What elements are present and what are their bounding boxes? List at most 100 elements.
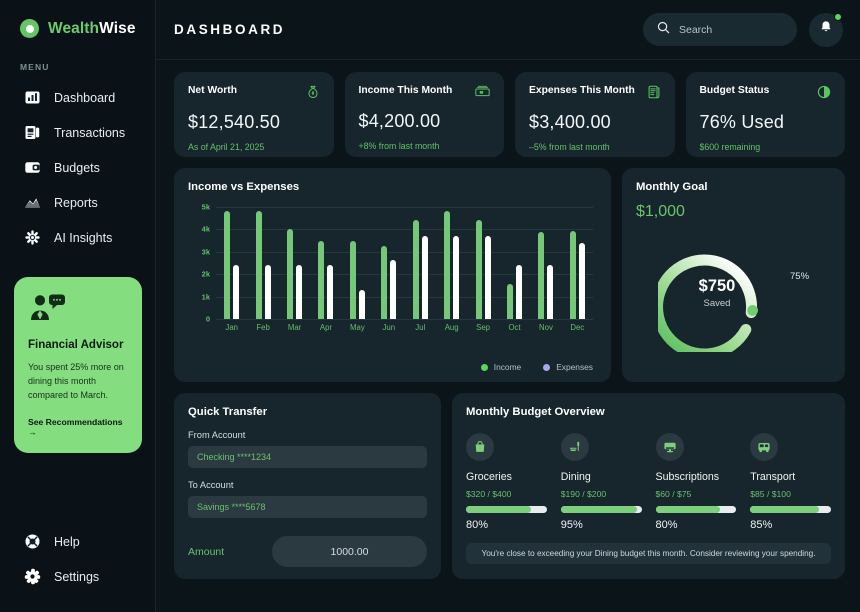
sidebar-item-label: Dashboard (54, 90, 116, 105)
goal-progress-wrapper: $750 Saved 75% (636, 227, 831, 360)
budget-item-percent: 80% (655, 519, 678, 531)
chart-bar (547, 265, 554, 319)
stat-value: 76% Used (699, 112, 785, 132)
bus-icon (750, 433, 779, 461)
chart-bar (453, 236, 460, 319)
bottom-row: Quick Transfer From Account Checking ***… (174, 393, 845, 579)
chart-x-tick: May (350, 323, 365, 332)
chart-bar (296, 265, 303, 319)
budget-item-percent: 85% (750, 519, 773, 531)
stat-cards: Net Worth $12,540.50 As of April 21, 202… (174, 72, 845, 157)
chart-x-tick: Sep (476, 323, 491, 332)
chart-bar-group (279, 207, 310, 319)
sidebar-item-budgets[interactable]: Budgets (0, 150, 155, 185)
budget-item-transport: Transport $85 / $100 85% (750, 433, 831, 531)
sidebar-item-reports[interactable]: Reports (0, 185, 155, 220)
chart-x-tick: Jun (382, 323, 396, 332)
budget-item-progress-fill (560, 506, 638, 513)
advisor-body: You spent 25% more on dining this month … (28, 362, 124, 400)
search-input[interactable] (679, 23, 783, 36)
brand-logo[interactable]: WealthWise (0, 0, 155, 38)
amount-input[interactable]: 1000.00 (272, 536, 427, 567)
amount-row: Amount 1000.00 (188, 536, 427, 567)
chart-bar (358, 289, 365, 319)
legend-color-swatch (543, 363, 551, 371)
stat-value: $4,200.00 (358, 111, 441, 131)
chart-bar (569, 230, 576, 319)
stat-title: Expenses This Month (529, 85, 635, 96)
chart-plot: 0 1k 2k 3k 4k 5k Jan Feb Mar Apr May Jun Jul Aug Sep O… (188, 203, 597, 347)
stat-card-income: Income This Month $4,200.00 +8% from las… (344, 72, 504, 157)
main-area: DASHBOARD (156, 0, 860, 612)
chart-bar (507, 284, 513, 319)
chart-gridline (216, 296, 593, 298)
budget-item-amount: $60 / $75 (655, 489, 692, 499)
chart-bar (412, 220, 419, 319)
dashboard-content: Net Worth $12,540.50 As of April 21, 202… (156, 60, 860, 579)
chart-bar (318, 240, 325, 319)
chart-bar-group (436, 207, 467, 319)
sidebar-item-label: Settings (54, 569, 100, 584)
sidebar-bottom-nav: Help Settings (0, 524, 155, 612)
shopping-bag-icon (466, 433, 494, 461)
chart-bar-group (342, 207, 373, 319)
receipt-icon (24, 124, 41, 141)
sidebar-item-label: Reports (54, 195, 98, 210)
chart-y-tick: 0 (205, 314, 210, 324)
chart-bar (255, 211, 262, 319)
sidebar-item-dashboard[interactable]: Dashboard (0, 80, 155, 115)
budget-item-progress-track (750, 506, 831, 513)
chart-y-tick: 4k (201, 224, 210, 234)
chart-bar-group (405, 207, 436, 319)
notification-badge (834, 12, 842, 21)
budget-item-amount: $85 / $100 (750, 489, 791, 499)
brand-name: WealthWise (48, 20, 136, 38)
goal-saved-label: Saved (703, 298, 731, 309)
sidebar-item-ai-insights[interactable]: AI Insights (0, 220, 155, 255)
chart-bar (381, 246, 388, 319)
topbar: DASHBOARD (156, 0, 860, 60)
chart-bar-group (216, 207, 247, 319)
stat-subtext: $600 remaining (699, 142, 761, 152)
financial-advisor-card[interactable]: Financial Advisor You spent 25% more on … (14, 277, 142, 453)
dining-icon (560, 433, 589, 461)
to-account-select[interactable]: Savings ****5678 (188, 496, 427, 518)
search-box[interactable] (643, 13, 797, 46)
stat-title: Income This Month (358, 85, 453, 96)
chart-x-axis: Jan Feb Mar Apr May Jun Jul Aug Sep Oct Nov Dec (216, 323, 593, 332)
legend-color-swatch (480, 363, 488, 371)
help-icon (24, 533, 41, 550)
ai-sparkle-icon (24, 229, 41, 246)
sidebar-item-help[interactable]: Help (0, 524, 155, 559)
chart-bar (287, 229, 294, 319)
chart-bar-group (562, 207, 593, 319)
chart-bar (233, 265, 240, 319)
advisor-chat-icon (28, 293, 128, 328)
stat-title: Net Worth (188, 85, 238, 96)
budget-item-name: Dining (560, 471, 591, 483)
sidebar-item-transactions[interactable]: Transactions (0, 115, 155, 150)
sidebar-item-settings[interactable]: Settings (0, 559, 155, 594)
area-chart-icon (24, 194, 41, 211)
chart-bar-group (467, 207, 498, 319)
sidebar-nav: Dashboard Transactions Budgets Reports (0, 80, 155, 255)
chart-x-tick: Jul (415, 323, 426, 332)
chart-x-tick: Dec (570, 323, 585, 332)
bar-chart-icon (24, 89, 41, 106)
chart-bar-group (373, 207, 404, 319)
from-account-label: From Account (188, 430, 246, 440)
sidebar: WealthWise MENU Dashboard Transactions (0, 0, 156, 612)
chart-legend-item: Income (480, 362, 521, 372)
see-recommendations-link[interactable]: See Recommendations → (28, 416, 123, 437)
chart-bar (578, 242, 585, 319)
budget-item-dining: Dining $190 / $200 95% (560, 433, 642, 531)
monthly-budget-overview-card: Monthly Budget Overview Groceries $320 /… (452, 393, 845, 579)
from-account-select[interactable]: Checking ****1234 (188, 446, 427, 468)
chart-title: Income vs Expenses (188, 181, 300, 193)
chart-bar (224, 211, 231, 319)
stat-subtext: –5% from last month (529, 142, 610, 152)
chart-y-axis: 0 1k 2k 3k 4k 5k (188, 203, 210, 324)
chart-x-tick: Oct (508, 323, 521, 332)
budget-item-groceries: Groceries $320 / $400 80% (466, 433, 547, 531)
